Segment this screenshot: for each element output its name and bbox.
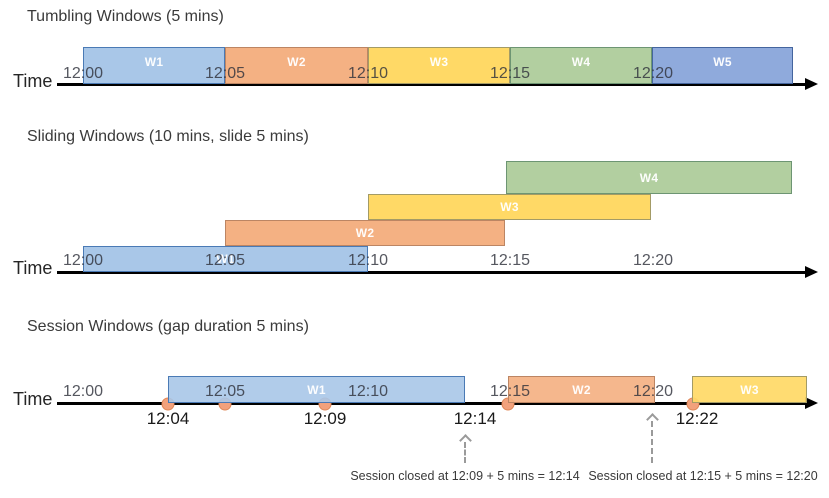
tick-label: 12:00: [62, 252, 104, 269]
tick-label: 12:15: [489, 65, 531, 82]
tumbling-window-w1: W1: [83, 47, 225, 84]
annotation-arrow-up-icon: [459, 434, 472, 447]
tick-label: 12:10: [347, 252, 389, 269]
tick-label: 12:05: [204, 65, 246, 82]
session-window-w2: W2: [508, 376, 655, 403]
window-label: W3: [740, 382, 759, 397]
window-label: W1: [144, 55, 164, 69]
tick-label: 12:20: [632, 383, 674, 400]
tick-label: 12:05: [204, 383, 246, 400]
window-label: W2: [287, 55, 306, 69]
tumbling-time-axis-label: Time: [13, 71, 53, 91]
event-dot: [686, 397, 700, 411]
window-label: W2: [572, 382, 591, 397]
window-label: W3: [429, 55, 449, 69]
tumbling-title: Tumbling Windows (5 mins): [27, 8, 224, 25]
annotation-arrow-up-icon: [646, 413, 659, 426]
annotation-arrow-line: [651, 421, 653, 463]
tumbling-window-w5: W5: [652, 47, 793, 84]
tick-label: 12:00: [62, 65, 104, 82]
sliding-window-w1: W1: [83, 246, 368, 272]
session-close-caption: Session closed at 12:15 + 5 mins = 12:20: [588, 469, 818, 483]
tumbling-window-w3: W3: [368, 47, 510, 84]
session-window-w3: W3: [692, 376, 807, 403]
tumbling-window-w2: W2: [225, 47, 368, 84]
event-dot: [318, 397, 332, 411]
sliding-window-w2: W2: [225, 220, 505, 246]
window-label: W2: [355, 226, 375, 240]
sliding-window-w3: W3: [368, 194, 651, 220]
tumbling-timeline-arrowhead-icon: [805, 78, 818, 90]
event-time-label: 12:09: [303, 409, 347, 428]
window-label: W1: [307, 382, 326, 397]
sliding-window-w4: W4: [506, 161, 792, 194]
tumbling-window-w4: W4: [510, 47, 652, 84]
window-label: W5: [713, 55, 732, 69]
tick-label: 12:10: [347, 383, 389, 400]
tick-label: 12:20: [632, 252, 674, 269]
event-dot: [161, 397, 175, 411]
event-time-label: 12:14: [453, 409, 497, 428]
window-label: W4: [571, 55, 591, 69]
event-dot: [501, 397, 515, 411]
session-timeline: [57, 402, 807, 405]
session-title: Session Windows (gap duration 5 mins): [27, 318, 309, 335]
sliding-time-axis-label: Time: [13, 258, 53, 278]
tick-label: 12:15: [489, 252, 531, 269]
session-time-axis-label: Time: [13, 389, 53, 409]
tumbling-timeline: [57, 83, 807, 86]
sliding-timeline-arrowhead-icon: [805, 266, 818, 278]
session-close-caption: Session closed at 12:09 + 5 mins = 12:14: [350, 469, 580, 483]
session-timeline-arrowhead-icon: [805, 397, 818, 409]
sliding-title: Sliding Windows (10 mins, slide 5 mins): [27, 128, 309, 145]
window-label: W3: [500, 200, 519, 214]
tick-label: 12:10: [347, 65, 389, 82]
window-label: W4: [639, 170, 659, 185]
event-time-label: 12:22: [675, 409, 719, 428]
window-label: W1: [216, 252, 235, 266]
tick-label: 12:05: [204, 252, 246, 269]
event-time-label: 12:04: [146, 409, 190, 428]
tick-label: 12:15: [489, 383, 531, 400]
event-dot: [218, 397, 232, 411]
tick-label: 12:20: [632, 65, 674, 82]
sliding-timeline: [57, 271, 807, 274]
annotation-arrow-line: [464, 442, 466, 463]
session-window-w1: W1: [168, 376, 465, 403]
tick-label: 12:00: [62, 383, 104, 400]
